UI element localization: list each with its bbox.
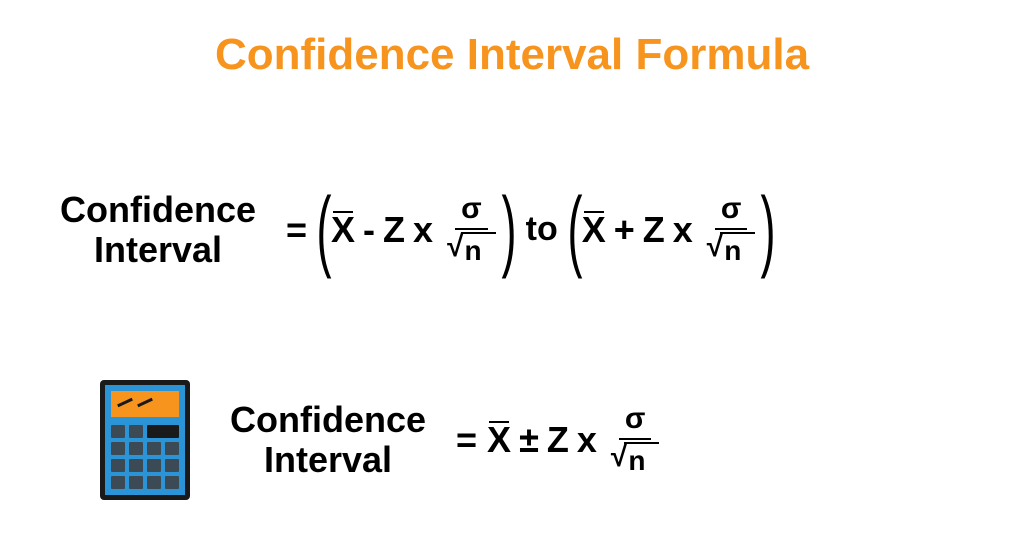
fraction: σ √ n	[611, 402, 660, 478]
formula-row-1: Confidence Interval = ( X - Z x σ √ n ) …	[60, 190, 775, 269]
formula-1-expression: ( X - Z x σ √ n ) to ( X + Z x σ √ n	[317, 192, 775, 268]
calculator-icon	[100, 380, 190, 500]
label-line: Confidence	[60, 190, 256, 230]
equals-sign: =	[456, 419, 477, 461]
formula-1-label: Confidence Interval	[60, 190, 256, 269]
label-line: Interval	[60, 230, 256, 270]
times-op: x	[577, 419, 597, 461]
right-paren: )	[501, 194, 516, 266]
sigma: σ	[619, 402, 652, 440]
z-symbol: Z	[643, 209, 665, 251]
minus-op: -	[363, 209, 375, 251]
fraction: σ √ n	[447, 192, 496, 268]
sqrt-n: √ n	[447, 230, 496, 268]
right-paren: )	[761, 194, 776, 266]
formula-2-label: Confidence Interval	[230, 400, 426, 479]
label-line: Interval	[230, 440, 426, 480]
fraction: σ √ n	[707, 192, 756, 268]
z-symbol: Z	[547, 419, 569, 461]
times-op: x	[413, 209, 433, 251]
formula-row-2: Confidence Interval = X ± Z x σ √ n	[100, 380, 665, 500]
equals-sign: =	[286, 209, 307, 251]
formula-2-expression: X ± Z x σ √ n	[487, 402, 665, 478]
x-bar: X	[582, 209, 606, 251]
plus-minus-op: ±	[519, 419, 539, 461]
x-bar: X	[331, 209, 355, 251]
left-paren: (	[567, 194, 582, 266]
sigma: σ	[455, 192, 488, 230]
sigma: σ	[715, 192, 748, 230]
left-paren: (	[317, 194, 332, 266]
sqrt-n: √ n	[707, 230, 756, 268]
label-line: Confidence	[230, 400, 426, 440]
sqrt-n: √ n	[611, 440, 660, 478]
z-symbol: Z	[383, 209, 405, 251]
x-bar: X	[487, 419, 511, 461]
times-op: x	[673, 209, 693, 251]
page-title: Confidence Interval Formula	[0, 30, 1024, 80]
plus-op: +	[614, 209, 635, 251]
to-text: to	[526, 210, 558, 249]
